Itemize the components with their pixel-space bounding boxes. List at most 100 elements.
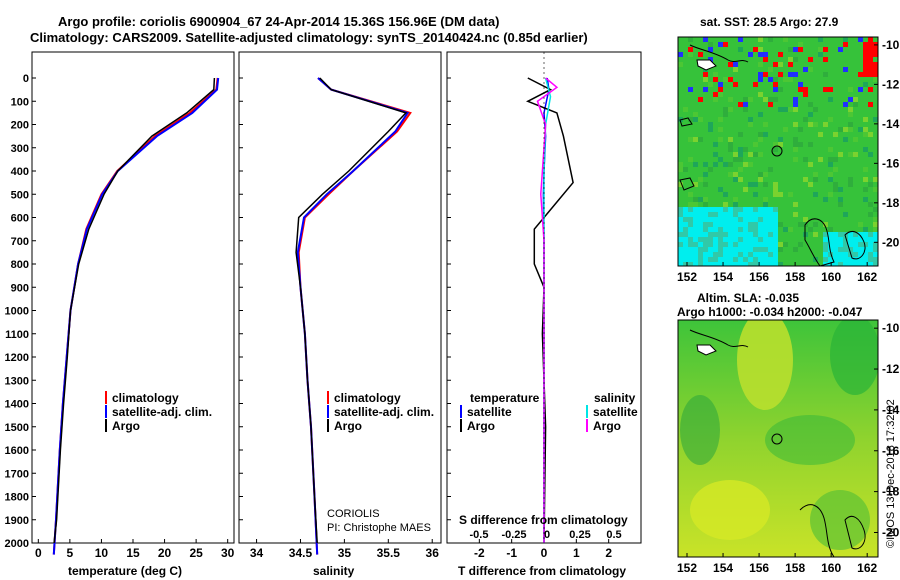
sst-cell: [708, 257, 713, 262]
sst-cell: [723, 107, 728, 112]
sst-cell: [863, 62, 868, 67]
sst-cell: [868, 262, 873, 266]
sst-cell: [683, 222, 688, 227]
sst-cell: [763, 132, 768, 137]
sst-cell: [833, 157, 838, 162]
sst-cell: [763, 57, 768, 62]
sst-cell: [678, 247, 683, 252]
sst-cell: [848, 232, 853, 237]
sst-cell: [828, 227, 833, 232]
sst-cell: [708, 242, 713, 247]
depth-tick-label: 0: [23, 73, 29, 85]
legend-climatology: climatology: [112, 391, 179, 405]
sst-cell: [813, 177, 818, 182]
sst-cell: [873, 67, 878, 72]
sst-cell: [808, 142, 813, 147]
sst-cell: [848, 122, 853, 127]
sst-cell: [698, 117, 703, 122]
sst-cell: [843, 137, 848, 142]
sst-cell: [728, 237, 733, 242]
depth-tick-label: 800: [11, 259, 29, 271]
sst-cell: [703, 207, 708, 212]
sst-cell: [723, 252, 728, 257]
sst-cell: [808, 182, 813, 187]
sst-cell: [758, 72, 763, 77]
sst-cell: [828, 162, 833, 167]
sst-cell: [698, 227, 703, 232]
sst-cell: [793, 212, 798, 217]
sst-cell: [853, 247, 858, 252]
sst-cell: [838, 232, 843, 237]
sst-cell: [773, 232, 778, 237]
sst-cell: [733, 177, 738, 182]
sst-cell: [753, 142, 758, 147]
sst-cell: [713, 72, 718, 77]
sst-cell: [768, 212, 773, 217]
sst-cell: [823, 197, 828, 202]
sst-cell: [858, 72, 863, 77]
sst-cell: [708, 47, 713, 52]
sst-cell: [858, 262, 863, 266]
sst-cell: [683, 247, 688, 252]
sst-cell: [678, 182, 683, 187]
depth-tick-label: 100: [11, 96, 29, 108]
sst-cell: [728, 142, 733, 147]
sst-cell: [678, 237, 683, 242]
sst-cell: [698, 252, 703, 257]
sst-cell: [738, 157, 743, 162]
sst-cell: [703, 227, 708, 232]
sst-cell: [773, 87, 778, 92]
sst-cell: [713, 77, 718, 82]
sst-cell: [768, 237, 773, 242]
sst-cell: [768, 262, 773, 266]
sst-cell: [713, 217, 718, 222]
sst-cell: [723, 112, 728, 117]
sst-cell: [733, 62, 738, 67]
sst-cell: [693, 257, 698, 262]
sst-cell: [693, 237, 698, 242]
sst-cell: [828, 172, 833, 177]
depth-tick-label: 1200: [5, 352, 29, 364]
sst-cell: [688, 157, 693, 162]
sst-cell: [818, 47, 823, 52]
sst-cell: [783, 227, 788, 232]
sst-cell: [828, 97, 833, 102]
sst-cell: [728, 212, 733, 217]
sst-cell: [843, 67, 848, 72]
map-lat-label: -12: [882, 362, 900, 376]
sst-cell: [723, 192, 728, 197]
sst-cell: [803, 92, 808, 97]
sst-cell: [698, 197, 703, 202]
sst-cell: [743, 162, 748, 167]
sst-cell: [788, 192, 793, 197]
sst-cell: [748, 97, 753, 102]
sst-cell: [863, 117, 868, 122]
sst-cell: [838, 252, 843, 257]
sst-cell: [753, 217, 758, 222]
sst-cell: [718, 92, 723, 97]
sst-cell: [743, 147, 748, 152]
sst-cell: [863, 177, 868, 182]
sst-cell: [823, 47, 828, 52]
sst-cell: [703, 202, 708, 207]
sst-cell: [768, 97, 773, 102]
sst-cell: [733, 262, 738, 266]
s-tick-label: 0: [544, 529, 550, 541]
sst-cell: [808, 67, 813, 72]
sst-cell: [868, 42, 873, 47]
sst-cell: [693, 222, 698, 227]
sst-cell: [738, 257, 743, 262]
sst-cell: [678, 167, 683, 172]
sst-cell: [863, 167, 868, 172]
sst-cell: [718, 87, 723, 92]
s-tick-label: -0.25: [501, 529, 526, 541]
sst-cell: [863, 147, 868, 152]
sst-cell: [843, 247, 848, 252]
sst-cell: [743, 252, 748, 257]
sst-cell: [748, 217, 753, 222]
sst-cell: [818, 157, 823, 162]
sst-cell: [733, 242, 738, 247]
sst-cell: [753, 247, 758, 252]
sst-cell: [723, 227, 728, 232]
sst-cell: [748, 212, 753, 217]
